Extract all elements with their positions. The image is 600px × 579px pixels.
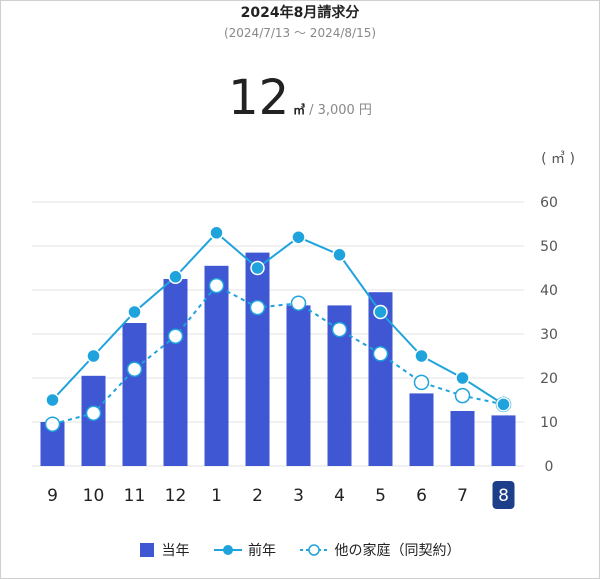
bar xyxy=(409,393,434,466)
legend-label-previous: 前年 xyxy=(248,543,276,559)
x-tick-label[interactable]: 7 xyxy=(457,486,468,506)
previous-year-point xyxy=(373,304,388,320)
x-axis-ticks[interactable]: 9 10 11 12 1 2 3 4 5 6 7 8 xyxy=(47,481,515,509)
legend: 当年 前年 他の家庭（同契約） xyxy=(0,540,600,561)
others-point xyxy=(290,295,307,311)
y-tick-label: 30 xyxy=(540,327,558,343)
previous-year-series-line xyxy=(51,231,505,406)
usage-price: 3,000 円 xyxy=(317,103,372,118)
others-point xyxy=(44,416,61,432)
grid xyxy=(32,201,524,467)
billing-period: (2024/7/13 〜 2024/8/15) xyxy=(223,26,377,40)
y-tick-label: 60 xyxy=(540,195,558,211)
legend-label-others: 他の家庭（同契約） xyxy=(334,543,461,559)
previous-year-point xyxy=(291,229,306,245)
legend-label-current: 当年 xyxy=(161,543,190,559)
x-tick-label[interactable]: 6 xyxy=(416,486,427,506)
previous-year-point xyxy=(496,397,511,412)
y-axis-ticks: 0 10 20 30 40 50 60 xyxy=(540,195,558,475)
usage-unit: ㎥ xyxy=(293,103,306,117)
previous-year-point xyxy=(455,370,470,386)
others-point xyxy=(413,374,430,391)
selected-month-highlight xyxy=(492,481,515,509)
x-tick-label[interactable]: 11 xyxy=(124,486,146,506)
others-point xyxy=(454,387,471,404)
others-point xyxy=(126,361,143,377)
others-point xyxy=(85,405,102,421)
previous-year-point xyxy=(86,348,101,364)
y-tick-label: 0 xyxy=(545,459,554,475)
bar xyxy=(245,252,270,466)
previous-year-point xyxy=(250,260,265,276)
legend-item-others: 他の家庭（同契約） xyxy=(300,540,460,560)
legend-swatch-bar xyxy=(139,543,154,557)
y-tick-label: 50 xyxy=(540,239,558,255)
previous-year-point xyxy=(168,269,183,285)
x-tick-label[interactable]: 8 xyxy=(498,486,509,506)
others-point xyxy=(208,277,225,294)
x-tick-label[interactable]: 10 xyxy=(83,486,105,506)
y-tick-label: 40 xyxy=(540,283,558,299)
bar xyxy=(491,415,516,466)
lines xyxy=(44,225,512,432)
x-tick-label[interactable]: 5 xyxy=(375,486,386,506)
x-tick-label[interactable]: 12 xyxy=(165,486,187,506)
bar xyxy=(122,323,147,466)
bar xyxy=(286,305,311,466)
x-tick-label[interactable]: 2 xyxy=(252,486,263,506)
bar xyxy=(450,411,475,466)
y-tick-label: 10 xyxy=(540,415,558,431)
previous-year-point xyxy=(332,247,347,263)
x-tick-label[interactable]: 1 xyxy=(211,486,222,506)
legend-item-current: 当年 xyxy=(139,540,190,560)
previous-year-point xyxy=(127,304,142,320)
bar xyxy=(163,279,188,466)
bars xyxy=(40,252,516,466)
previous-year-point xyxy=(45,392,60,408)
legend-swatch-solid-line xyxy=(214,545,242,555)
x-tick-label[interactable]: 3 xyxy=(293,486,304,506)
y-unit-label: ( ㎥ ) xyxy=(541,151,575,167)
previous-year-point xyxy=(414,348,429,364)
usage-summary: 12 ㎥/3,000 円 xyxy=(0,70,600,126)
x-tick-label[interactable]: 9 xyxy=(47,486,58,506)
others-series-line xyxy=(52,284,504,426)
y-tick-label: 20 xyxy=(540,371,558,387)
others-point xyxy=(167,328,184,344)
billing-title: 2024年8月請求分 xyxy=(240,5,360,21)
legend-swatch-dashed-line xyxy=(300,544,329,556)
x-tick-label[interactable]: 4 xyxy=(334,486,345,506)
bar xyxy=(204,265,229,466)
summary-separator: / xyxy=(309,103,314,118)
previous-year-point xyxy=(209,225,224,241)
others-point xyxy=(249,299,266,316)
others-point xyxy=(331,321,348,338)
legend-item-previous: 前年 xyxy=(214,540,276,560)
others-point xyxy=(372,346,389,362)
usage-amount: 12 xyxy=(228,70,290,126)
